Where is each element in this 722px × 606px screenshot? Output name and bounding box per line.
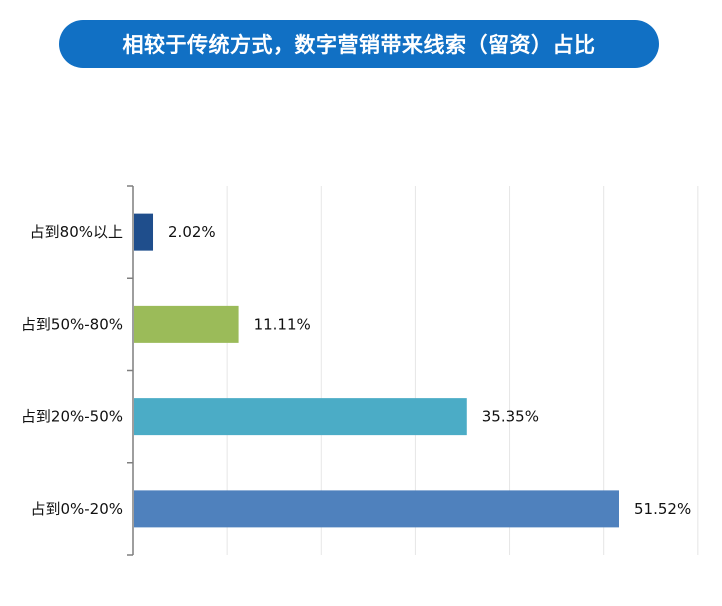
category-label: 占到0%-20% bbox=[30, 500, 123, 518]
bar bbox=[134, 490, 619, 528]
category-label: 占到20%-50% bbox=[21, 408, 123, 426]
bar bbox=[134, 398, 467, 436]
data-label: 35.35% bbox=[482, 408, 539, 426]
bar bbox=[134, 305, 239, 343]
data-label: 51.52% bbox=[634, 500, 691, 518]
data-label: 11.11% bbox=[254, 315, 311, 333]
category-label: 占到80%以上 bbox=[30, 223, 123, 241]
bar bbox=[134, 213, 154, 251]
data-label: 2.02% bbox=[168, 223, 216, 241]
chart-title: 相较于传统方式，数字营销带来线索（留资）占比 bbox=[59, 20, 659, 68]
category-label: 占到50%-80% bbox=[21, 315, 123, 333]
